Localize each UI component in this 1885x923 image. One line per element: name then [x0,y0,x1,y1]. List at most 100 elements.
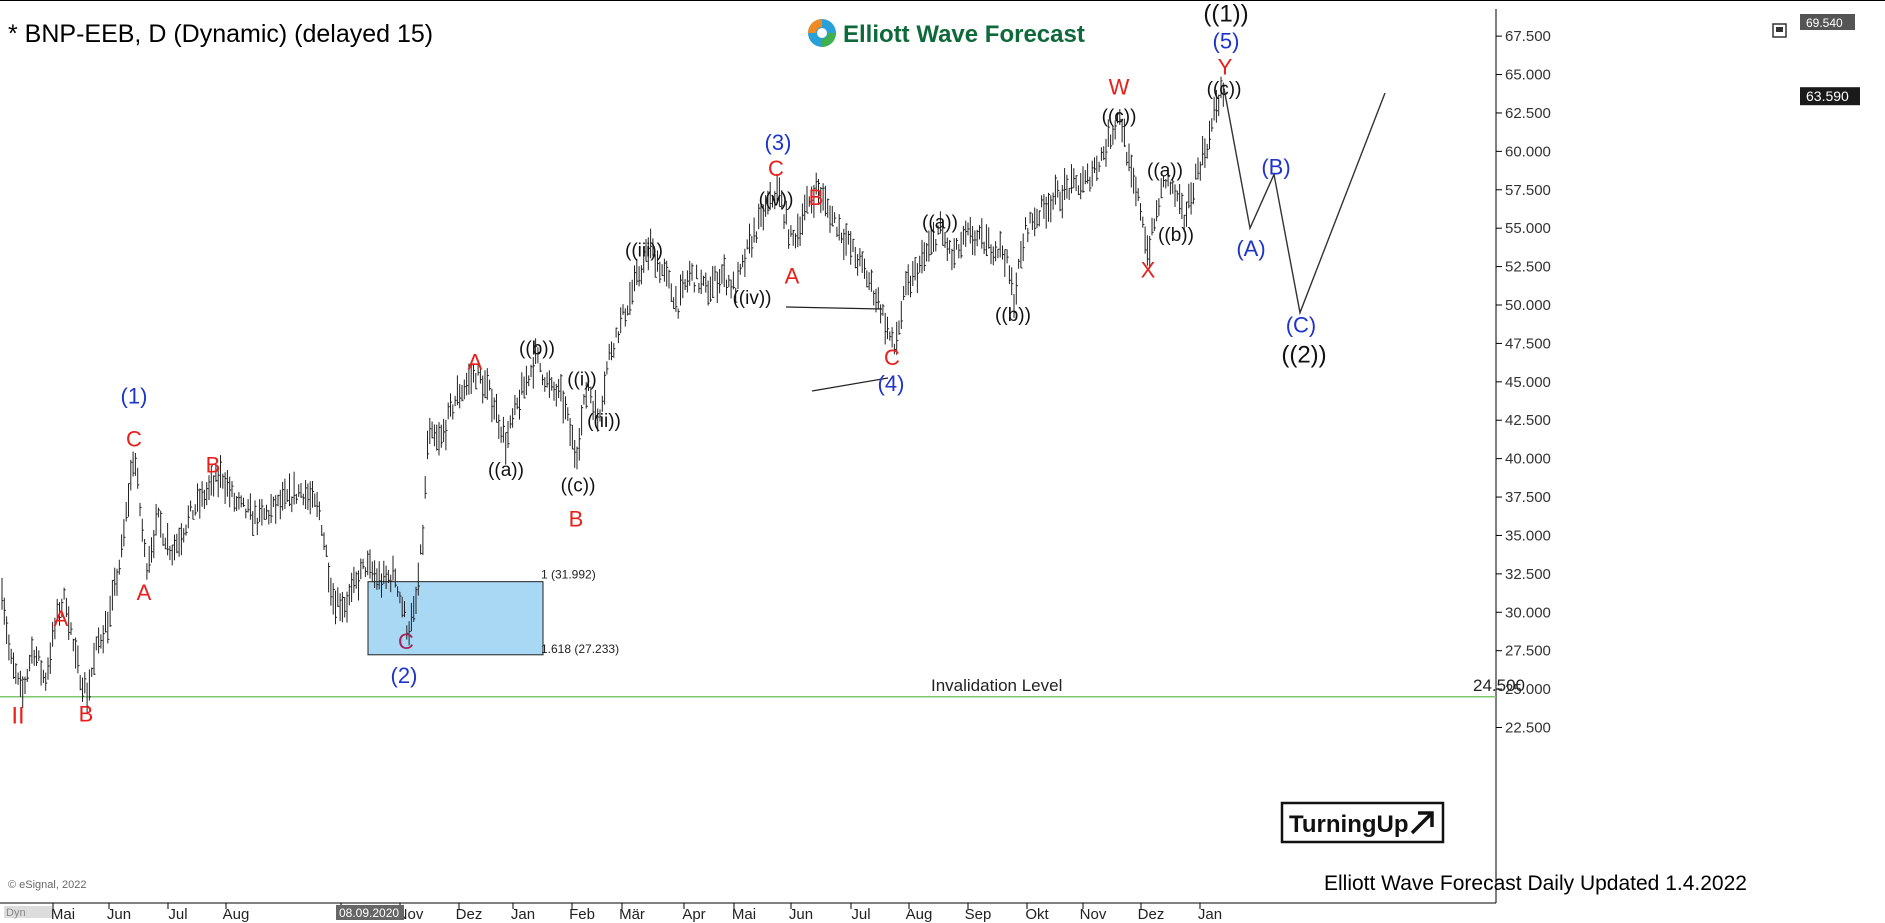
wave-label: A [468,350,483,375]
x-tick-label: Mär [619,906,645,923]
logo-swirl-green [822,33,836,47]
wave-label: C [768,156,784,181]
y-tick-label: 35.000 [1505,527,1551,544]
wave-labels: IIAB(1)CABC(2)A((a))((b))((c))B((i))((ii… [11,1,1326,730]
x-tick-label: Jun [789,906,813,923]
wave-label: (B) [1261,154,1290,179]
wave-label: A [785,264,800,289]
wave-label: ((a)) [922,213,958,234]
wave-label: C [398,629,414,654]
x-tick-label: Okt [1025,906,1049,923]
turningup-frame [1280,801,1445,844]
wave-label: ((ii)) [587,411,621,432]
wave-label: ((b)) [995,305,1031,326]
x-tick-label: Apr [682,906,705,923]
y-tick-label: 47.500 [1505,335,1551,352]
wave-label: ((c)) [561,475,596,496]
logo-center [817,28,827,38]
wave-label: ((iii)) [625,240,663,261]
wave-label: C [884,345,900,370]
wave-label: ((c)) [1207,79,1242,100]
wave-label: ((iv)) [732,288,771,309]
x-tick-label: Aug [906,906,933,923]
y-axis: 22.500 25.000 27.500 30.000 32.500 35.000 37.5… [1496,28,1551,737]
fib-lower-label: 1.618 (27.233) [541,642,619,656]
wave-label: X [1141,257,1156,282]
y-tick-label: 62.500 [1505,105,1551,122]
arrow-up-right-icon [1410,811,1434,835]
brand-name: Elliott Wave Forecast [843,21,1085,48]
wave-label: (C) [1286,313,1317,338]
chart-title: * BNP-EEB, D (Dynamic) (delayed 15) [8,20,433,48]
wave-label: B [809,185,824,210]
corner-label: Dyn [6,907,26,919]
x-tick-label: Jul [851,906,870,923]
top-price-tag [1800,14,1855,30]
wave-label: A [54,606,69,631]
x-tick-label: Aug [223,906,250,923]
wave-label: ((1)) [1203,1,1248,27]
y-tick-label: 40.000 [1505,451,1551,468]
wave-label: ((a)) [1147,160,1183,181]
triangle-lower-line [811,377,889,392]
turningup-logo: TurningUp [1280,801,1445,844]
projection-path [1223,88,1386,316]
y-tick-label: 37.500 [1505,489,1551,506]
x-tick-label: Feb [569,906,595,923]
y-tick-label: 30.000 [1505,604,1551,621]
y-tick-label: 32.500 [1505,566,1551,583]
wave-label: ((2)) [1281,342,1326,369]
turningup-text: TurningUp [1289,811,1409,838]
y-tick-label: 50.000 [1505,297,1551,314]
y-tick-label: 27.500 [1505,643,1551,660]
date-badge-label: 08.09.2020 [339,906,399,920]
y-tick-label: 42.500 [1505,412,1551,429]
wave-label: ((v)) [759,190,794,211]
date-badge [336,905,404,920]
wave-label: ((b)) [519,339,555,360]
wave-label: (A) [1236,236,1265,261]
wave-label: II [11,703,24,730]
y-tick-label: 45.000 [1505,374,1551,391]
corner-badge [4,906,52,918]
wave-label: W [1109,75,1130,100]
x-tick-label: Nov [1080,906,1107,923]
wave-label: B [569,506,584,531]
wave-label: A [137,580,152,605]
y-tick-label: 55.000 [1505,220,1551,237]
footer-updated: Elliott Wave Forecast Daily Updated 1.4.… [1324,872,1747,895]
last-price-label: 63.590 [1806,88,1849,104]
wave-label: (5) [1213,28,1240,53]
x-tick-label: Jun [107,906,131,923]
price-bars [1,76,1225,714]
x-tick-label: Jan [1198,906,1222,923]
x-tick-label: Dez [456,906,483,923]
wave-label: (2) [391,663,418,688]
wave-label: (3) [765,130,792,155]
fib-upper-label: 1 (31.992) [541,568,596,582]
wave-label: (4) [878,371,905,396]
triangle-lines [785,306,889,392]
y-tick-label: 25.000 [1505,681,1551,698]
copyright: © eSignal, 2022 [8,879,86,891]
y-tick-label: 57.500 [1505,182,1551,199]
wave-label: ((a)) [488,460,524,481]
wave-label: ((c)) [1102,107,1137,128]
wave-label: ((b)) [1158,225,1194,246]
y-tick-label: 22.500 [1505,720,1551,737]
triangle-upper-line [785,306,883,310]
y-tick-label: 52.500 [1505,259,1551,276]
y-tick-label: 65.000 [1505,67,1551,84]
wave-label: C [126,426,142,451]
brand-logo: Elliott Wave Forecast [808,19,1085,48]
x-tick-label: Mai [51,906,75,923]
invalidation-label: Invalidation Level [931,676,1062,695]
x-axis: Mai Jun Jul Aug Okt Nov Dez Jan Feb Mär Apr Mai Jun J… [51,903,1222,923]
window-restore-icon[interactable] [1772,23,1787,38]
wave-label: B [79,701,94,726]
top-price-label: 69.540 [1806,16,1843,30]
wave-label: Y [1218,55,1233,80]
x-tick-label: Jan [511,906,535,923]
